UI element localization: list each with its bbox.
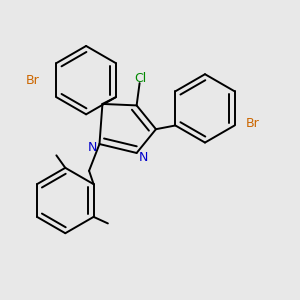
Text: N: N <box>87 140 97 154</box>
Text: Cl: Cl <box>134 72 147 85</box>
Text: Br: Br <box>26 74 40 87</box>
Text: N: N <box>139 151 148 164</box>
Text: Br: Br <box>246 117 260 130</box>
